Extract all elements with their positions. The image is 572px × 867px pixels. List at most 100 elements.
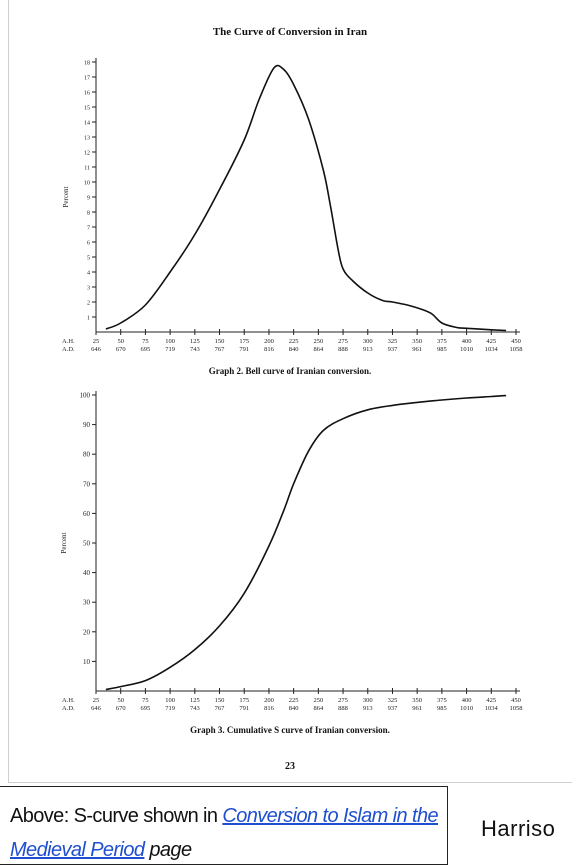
x-tick-label-ah: 100: [165, 697, 175, 704]
x-tick-label-ah: 150: [215, 697, 225, 704]
x-tick-label-ah: 450: [511, 697, 521, 704]
x-tick-label-ad: 767: [215, 705, 226, 712]
x-tick-label-ah: 175: [239, 697, 249, 704]
y-tick-label: 3: [87, 286, 90, 292]
x-tick-label-ad: 888: [338, 705, 348, 712]
y-tick-label: 10: [83, 658, 91, 666]
s-curve-caption: Graph 3. Cumulative S curve of Iranian c…: [190, 725, 390, 735]
page-edge: [8, 0, 9, 782]
x-tick-label-ah: 450: [511, 338, 521, 345]
y-tick-label: 10: [84, 181, 90, 187]
x-tick-label-ad: 791: [239, 705, 249, 712]
x-tick-label-ah: 150: [215, 338, 225, 345]
x-tick-label-ah: 125: [190, 338, 200, 345]
x-tick-label-ad: 864: [313, 346, 324, 353]
y-tick-label: 18: [84, 61, 90, 67]
x-axis-label-ah: A.H.: [62, 697, 75, 704]
y-tick-label: 15: [84, 106, 90, 112]
y-tick-label: 80: [83, 451, 91, 459]
x-tick-label-ad: 1010: [460, 705, 473, 712]
x-tick-label-ad: 695: [141, 705, 151, 712]
y-axis-label: Percent: [62, 186, 70, 207]
y-tick-label: 2: [87, 301, 90, 307]
conversion-book-link[interactable]: Conversion to Islam in the Medieval Peri…: [10, 805, 439, 861]
x-tick-label-ah: 225: [289, 338, 299, 345]
x-tick-label-ah: 300: [363, 697, 373, 704]
x-tick-label-ad: 913: [363, 346, 373, 353]
y-tick-label: 12: [84, 151, 90, 157]
x-tick-label-ah: 375: [437, 697, 447, 704]
series-line: [105, 394, 507, 691]
x-tick-label-ah: 350: [412, 338, 422, 345]
y-tick-label: 70: [83, 480, 91, 488]
x-tick-label-ad: 961: [412, 705, 422, 712]
x-tick-label-ah: 50: [117, 697, 124, 704]
x-tick-label-ad: 985: [437, 346, 447, 353]
y-tick-label: 50: [83, 540, 91, 548]
y-tick-label: 4: [87, 271, 90, 277]
y-tick-label: 9: [87, 196, 90, 202]
x-tick-label-ah: 100: [165, 338, 175, 345]
x-tick-label-ah: 225: [289, 697, 299, 704]
note-text: Above: S-curve shown in Conversion to Is…: [10, 799, 440, 867]
x-tick-label-ah: 400: [462, 338, 472, 345]
s-curve-chart: 102030405060708090100Percent256465067075…: [60, 391, 523, 712]
y-tick-label: 30: [83, 599, 91, 607]
x-tick-label-ah: 275: [338, 697, 348, 704]
x-tick-label-ad: 840: [289, 346, 299, 353]
document-title: The Curve of Conversion in Iran: [212, 26, 368, 38]
x-tick-label-ad: 1010: [460, 346, 473, 353]
x-tick-label-ad: 1034: [485, 705, 499, 712]
x-tick-label-ad: 695: [141, 346, 151, 353]
x-tick-label-ah: 25: [93, 697, 100, 704]
x-tick-label-ad: 646: [91, 346, 102, 353]
x-tick-label-ad: 670: [116, 346, 126, 353]
x-tick-label-ad: 719: [165, 705, 175, 712]
x-tick-label-ad: 985: [437, 705, 447, 712]
y-axis-label: Percent: [60, 532, 68, 553]
y-tick-label: 90: [83, 421, 91, 429]
y-tick-label: 17: [84, 76, 90, 82]
x-tick-label-ad: 743: [190, 705, 200, 712]
y-tick-label: 16: [84, 91, 90, 97]
x-tick-label-ah: 125: [190, 697, 200, 704]
y-tick-label: 1: [87, 316, 90, 322]
x-tick-label-ad: 937: [388, 346, 399, 353]
x-tick-label-ah: 350: [412, 697, 422, 704]
x-tick-label-ad: 646: [91, 705, 102, 712]
x-tick-label-ah: 200: [264, 697, 274, 704]
x-tick-label-ad: 913: [363, 705, 373, 712]
bell-curve-chart: 123456789101112131415161718Percent256465…: [62, 58, 523, 353]
y-tick-label: 60: [83, 510, 91, 518]
y-tick-label: 100: [80, 392, 91, 400]
x-tick-label-ad: 888: [338, 346, 348, 353]
x-tick-label-ah: 50: [117, 338, 124, 345]
x-tick-label-ad: 791: [239, 346, 249, 353]
x-tick-label-ah: 250: [313, 338, 323, 345]
x-axis-label-ad: A.D.: [62, 705, 75, 712]
x-tick-label-ah: 375: [437, 338, 447, 345]
x-tick-label-ad: 961: [412, 346, 422, 353]
bell-curve-caption: Graph 2. Bell curve of Iranian conversio…: [208, 366, 372, 376]
x-tick-label-ah: 425: [486, 697, 496, 704]
x-tick-label-ad: 937: [388, 705, 399, 712]
x-tick-label-ah: 250: [313, 697, 323, 704]
x-tick-label-ah: 200: [264, 338, 274, 345]
page-number: 23: [285, 761, 295, 772]
y-tick-label: 6: [87, 241, 90, 247]
x-tick-label-ah: 275: [338, 338, 348, 345]
y-tick-label: 20: [83, 628, 91, 636]
x-tick-label-ad: 767: [215, 346, 226, 353]
x-tick-label-ad: 816: [264, 346, 275, 353]
y-tick-label: 7: [87, 226, 90, 232]
x-tick-label-ah: 175: [239, 338, 249, 345]
note-prefix: Above: S-curve shown in: [10, 805, 223, 827]
x-tick-label-ah: 25: [93, 338, 100, 345]
x-tick-label-ah: 425: [486, 338, 496, 345]
page-bottom-edge: [8, 782, 572, 783]
x-tick-label-ad: 719: [165, 346, 175, 353]
x-tick-label-ah: 400: [462, 697, 472, 704]
x-tick-label-ad: 1034: [485, 346, 499, 353]
x-tick-label-ad: 864: [313, 705, 324, 712]
x-tick-label-ad: 840: [289, 705, 299, 712]
